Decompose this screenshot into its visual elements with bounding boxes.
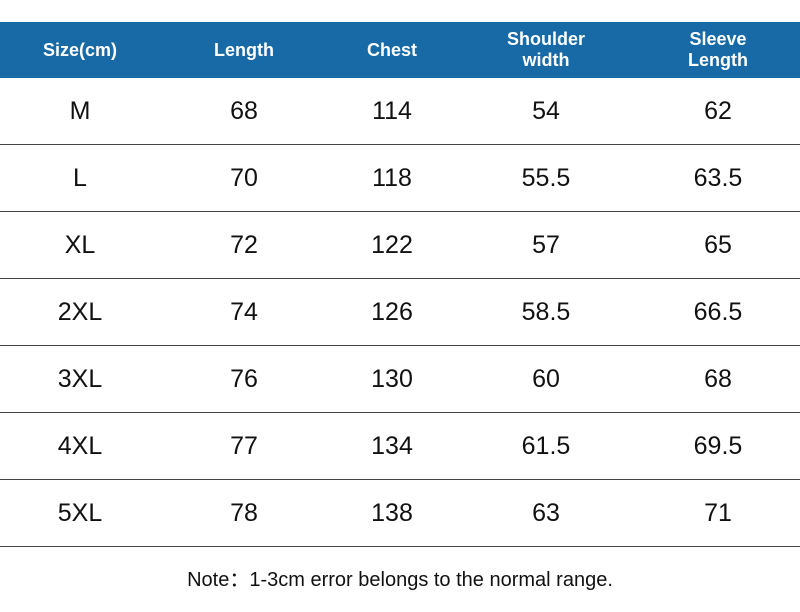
table-row: 2XL 74 126 58.5 66.5 (0, 278, 800, 346)
table-cell: L (0, 144, 160, 212)
table-row: 3XL 76 130 60 68 (0, 345, 800, 413)
table-cell: 3XL (0, 345, 160, 413)
table-cell: 2XL (0, 278, 160, 346)
table-cell: 134 (328, 412, 456, 480)
header-cell: Chest (328, 22, 456, 78)
header-text: Size(cm) (42, 39, 118, 60)
table-cell: 130 (328, 345, 456, 413)
table-cell: 68 (160, 78, 328, 145)
table-cell: 55.5 (456, 144, 636, 212)
table-cell: 78 (160, 479, 328, 547)
table-cell: 69.5 (636, 412, 800, 480)
table-cell: 66.5 (636, 278, 800, 346)
table-row: M 68 114 54 62 (0, 78, 800, 145)
table-row: 4XL 77 134 61.5 69.5 (0, 412, 800, 480)
table-row: 5XL 78 138 63 71 (0, 479, 800, 547)
table-cell: 114 (328, 78, 456, 145)
table-cell: 58.5 (456, 278, 636, 346)
header-cell: Length (160, 22, 328, 78)
table-cell: 72 (160, 211, 328, 279)
table-row: XL 72 122 57 65 (0, 211, 800, 279)
table-cell: 5XL (0, 479, 160, 547)
table-cell: 61.5 (456, 412, 636, 480)
table-cell: 54 (456, 78, 636, 145)
table-cell: 4XL (0, 412, 160, 480)
table-row: L 70 118 55.5 63.5 (0, 144, 800, 212)
size-chart: Size(cm) Length Chest Shoulder width Sleeve … (0, 22, 800, 547)
table-cell: 77 (160, 412, 328, 480)
table-cell: 60 (456, 345, 636, 413)
table-cell: 71 (636, 479, 800, 547)
table-cell: 74 (160, 278, 328, 346)
table-body: M 68 114 54 62 L 70 118 55.5 63.5 XL 72 122 57 65 2XL 74… (0, 78, 800, 547)
table-cell: 138 (328, 479, 456, 547)
table-cell: 57 (456, 211, 636, 279)
header-cell: Sleeve Length (636, 22, 800, 78)
note: Note：1-3cm error belongs to the normal r… (187, 569, 613, 591)
table-cell: 118 (328, 144, 456, 212)
header-text: Sleeve Length (688, 29, 748, 70)
table-cell: 122 (328, 211, 456, 279)
table-cell: 63 (456, 479, 636, 547)
header-text: Chest (366, 39, 417, 60)
table-cell: XL (0, 211, 160, 279)
header-cell: Size(cm) (0, 22, 160, 78)
header-text: Shoulder width (506, 29, 585, 70)
table-cell: 70 (160, 144, 328, 212)
table-cell: 126 (328, 278, 456, 346)
table-cell: M (0, 78, 160, 145)
table-cell: 65 (636, 211, 800, 279)
header-cell: Shoulder width (456, 22, 636, 78)
table-cell: 76 (160, 345, 328, 413)
header-text: Length (214, 39, 274, 60)
size-table: Size(cm) Length Chest Shoulder width Sleeve … (0, 22, 800, 547)
header-row: Size(cm) Length Chest Shoulder width Sleeve … (0, 22, 800, 78)
table-cell: 62 (636, 78, 800, 145)
table-cell: 68 (636, 345, 800, 413)
table-cell: 63.5 (636, 144, 800, 212)
